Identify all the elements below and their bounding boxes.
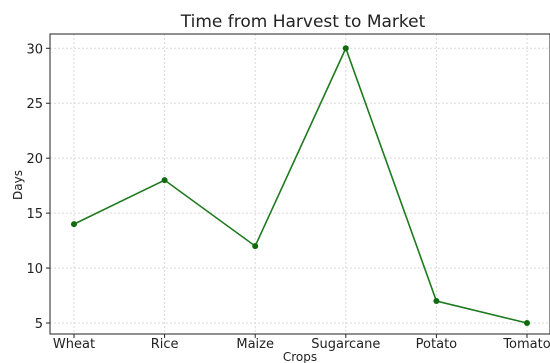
data-point-rice — [161, 177, 168, 184]
y-axis-label: Days — [11, 170, 25, 200]
x-tick-label: Maize — [236, 337, 274, 352]
data-point-potato — [433, 298, 440, 305]
data-point-sugarcane — [342, 45, 349, 52]
y-tick-label: 25 — [26, 97, 43, 112]
series-line — [73, 46, 528, 324]
y-tick-label: 20 — [26, 152, 43, 167]
x-tick-label: Wheat — [53, 337, 95, 352]
x-tick-label: Tomato — [502, 337, 550, 352]
y-tick-label: 10 — [26, 262, 43, 277]
tick-labels: Wheat Rice Maize Sugarcane Potato Tomato 5 10 15… — [26, 42, 550, 352]
y-tick-label: 5 — [35, 317, 43, 332]
data-point-maize — [252, 243, 259, 250]
x-axis-label: Crops — [283, 350, 317, 363]
data-point-wheat — [71, 221, 77, 228]
x-tick-label: Sugarcane — [311, 337, 380, 352]
y-tick-label: 30 — [26, 42, 43, 57]
y-tick-label: 15 — [26, 207, 43, 222]
x-tick-label: Rice — [151, 337, 179, 352]
grid — [50, 34, 550, 334]
x-tick-label: Potato — [416, 337, 457, 352]
data-markers — [71, 45, 530, 327]
plot-frame — [49, 33, 550, 335]
chart-title: Time from Harvest to Market — [180, 12, 426, 32]
data-point-tomato — [524, 320, 530, 327]
